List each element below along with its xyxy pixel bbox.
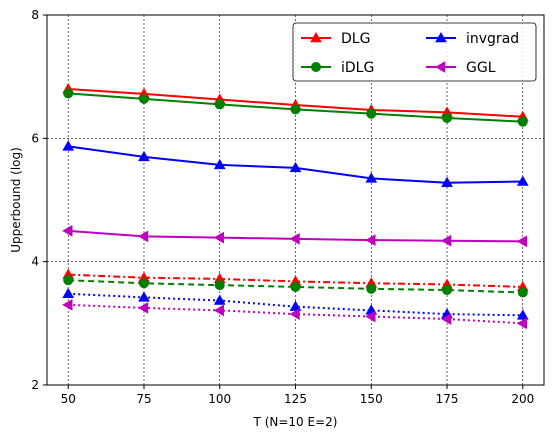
data-point	[62, 287, 75, 298]
data-point	[214, 280, 225, 291]
data-point	[517, 116, 528, 127]
data-point	[289, 308, 300, 320]
data-point	[441, 234, 452, 247]
data-point	[289, 232, 300, 245]
legend-marker	[310, 31, 322, 43]
y-tick-label: 4	[31, 255, 39, 269]
x-axis-label: T (N=10 E=2)	[253, 415, 338, 429]
series-7	[62, 298, 528, 330]
legend-label: iDLG	[341, 60, 374, 76]
data-point	[442, 285, 453, 296]
legend-label: DLG	[341, 31, 370, 47]
data-point	[138, 291, 150, 302]
data-point	[442, 112, 453, 123]
data-point	[63, 88, 74, 99]
x-tick-label: 75	[136, 392, 151, 406]
data-point	[137, 230, 149, 243]
data-point	[517, 287, 528, 298]
y-axis-label: Upperbound (log)	[9, 147, 23, 253]
data-point	[366, 283, 377, 294]
data-point	[441, 313, 452, 325]
series-5	[63, 275, 528, 298]
data-point	[290, 281, 301, 292]
data-point	[63, 275, 74, 286]
x-tick-label: 175	[436, 392, 459, 406]
data-point	[516, 317, 528, 330]
data-point	[137, 302, 149, 314]
x-tick-label: 200	[511, 392, 534, 406]
legend-item: iDLG	[301, 60, 374, 76]
data-point	[441, 176, 453, 187]
legend-marker	[434, 61, 446, 73]
legend-box	[292, 22, 537, 82]
data-point	[516, 309, 529, 320]
data-point	[289, 161, 302, 173]
y-tick-label: 6	[31, 131, 39, 145]
data-point	[213, 231, 224, 244]
legend: DLG iDLG invgrad GGL	[292, 22, 537, 82]
axis-ticks: 50 75 100 125 150 175 200 2 4 6 8	[31, 8, 534, 406]
data-point	[62, 298, 73, 311]
series-1	[63, 88, 528, 127]
data-point	[138, 150, 150, 162]
series-2	[62, 140, 529, 187]
y-tick-label: 8	[31, 8, 39, 22]
data-point	[516, 175, 529, 186]
y-tick-label: 2	[31, 378, 39, 392]
series-group	[62, 82, 529, 330]
series-3	[62, 224, 528, 248]
legend-item: invgrad	[426, 31, 519, 47]
data-point	[62, 140, 75, 151]
data-point	[365, 310, 376, 323]
legend-label: invgrad	[466, 31, 519, 47]
legend-marker	[311, 62, 321, 72]
x-tick-label: 100	[208, 392, 231, 406]
data-point	[213, 158, 226, 170]
x-tick-label: 125	[284, 392, 307, 406]
data-point	[365, 234, 376, 246]
data-point	[365, 172, 378, 183]
data-point	[213, 294, 226, 305]
legend-label: GGL	[466, 60, 496, 76]
data-point	[290, 104, 301, 115]
data-point	[62, 224, 73, 237]
x-tick-label: 50	[61, 392, 76, 406]
legend-item: DLG	[301, 31, 370, 47]
data-point	[138, 93, 149, 104]
data-point	[516, 235, 528, 248]
x-tick-label: 150	[360, 392, 383, 406]
legend-marker	[435, 31, 447, 43]
data-point	[214, 99, 225, 110]
data-point	[213, 304, 224, 317]
data-point	[138, 278, 149, 289]
data-point	[289, 300, 302, 311]
legend-item: GGL	[426, 60, 496, 76]
data-point	[366, 108, 377, 119]
